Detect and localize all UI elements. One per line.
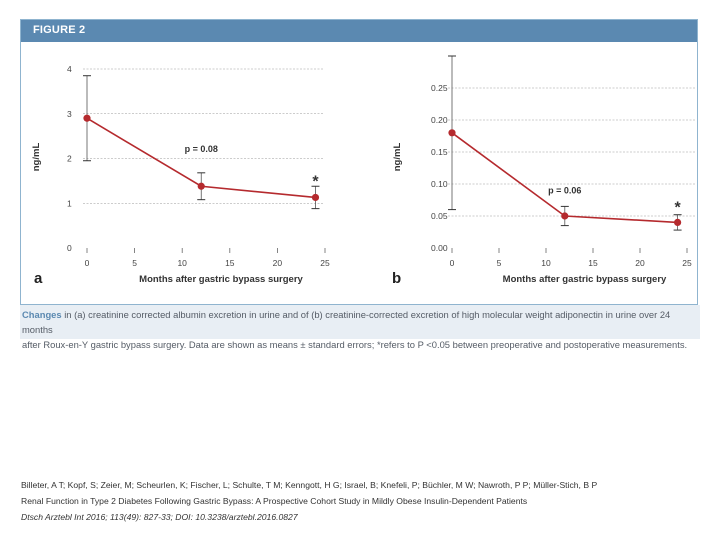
- y-tick-label: 0.25: [431, 83, 448, 93]
- caption-lead: Changes: [22, 309, 62, 320]
- significance-star: *: [312, 174, 319, 191]
- caption-line-1: in (a) creatinine corrected albumin excr…: [22, 309, 671, 335]
- x-tick-label: 0: [85, 258, 90, 268]
- y-tick-label: 0: [67, 243, 72, 253]
- panel-label: b: [392, 270, 401, 287]
- x-axis-label: Months after gastric bypass surgery: [139, 274, 303, 285]
- data-point: [448, 129, 456, 137]
- y-tick-label: 0.20: [431, 115, 448, 125]
- y-tick-label: 0.10: [431, 179, 448, 189]
- figure-panel: FIGURE 2 0 1 2 3 4 0 5 10 15 20 25 Months after gas…: [20, 19, 698, 305]
- y-axis-label: ng/mL: [31, 143, 42, 172]
- data-point: [311, 193, 320, 202]
- x-axis-label: Months after gastric bypass surgery: [503, 274, 667, 285]
- x-tick-label: 10: [177, 258, 187, 268]
- x-tick-label: 25: [682, 258, 692, 268]
- x-tick-label: 5: [497, 258, 502, 268]
- x-tick-label: 20: [273, 258, 283, 268]
- citation-block: Billeter, A T; Kopf, S; Zeier, M; Scheur…: [21, 477, 711, 525]
- y-axis-label: ng/mL: [392, 143, 403, 172]
- x-tick-label: 25: [320, 258, 330, 268]
- y-tick-label: 2: [67, 154, 72, 164]
- chart-a: 0 1 2 3 4 0 5 10 15 20 25 Months after gastric bypa…: [31, 64, 330, 287]
- y-tick-label: 0.00: [431, 243, 448, 253]
- p-value-label: p = 0.08: [185, 144, 218, 154]
- x-tick-label: 0: [450, 258, 455, 268]
- chart-b: 0.00 0.05 0.10 0.15 0.20 0.25 0 5 10 15 20 25 Months…: [392, 55, 695, 287]
- y-tick-label: 0.05: [431, 211, 448, 221]
- data-point: [674, 218, 682, 226]
- y-tick-label: 3: [67, 109, 72, 119]
- y-tick-label: 0.15: [431, 147, 448, 157]
- p-value-label: p = 0.06: [548, 186, 581, 196]
- figure-body: 0 1 2 3 4 0 5 10 15 20 25 Months after gastric bypa…: [21, 42, 697, 304]
- y-tick-label: 4: [67, 64, 72, 74]
- citation-authors: Billeter, A T; Kopf, S; Zeier, M; Scheur…: [21, 480, 598, 490]
- figure-title: FIGURE 2: [33, 24, 86, 36]
- significance-star: *: [674, 199, 681, 216]
- x-tick-label: 15: [225, 258, 235, 268]
- data-point: [83, 114, 91, 122]
- x-tick-label: 20: [635, 258, 645, 268]
- figure-header: FIGURE 2: [21, 20, 697, 42]
- x-tick-label: 5: [132, 258, 137, 268]
- x-tick-label: 15: [588, 258, 598, 268]
- data-point: [561, 212, 569, 220]
- data-point: [197, 182, 205, 190]
- y-tick-label: 1: [67, 198, 72, 208]
- caption-text: Changes in (a) creatinine corrected albu…: [22, 307, 698, 352]
- citation-journal: Dtsch Arztebl Int 2016; 113(49): 827-33;…: [21, 512, 298, 522]
- caption-line-2: after Roux-en-Y gastric bypass surgery. …: [22, 339, 688, 350]
- x-tick-label: 10: [541, 258, 551, 268]
- panel-label: a: [34, 270, 43, 287]
- citation-title: Renal Function in Type 2 Diabetes Follow…: [21, 496, 528, 506]
- figure-caption: Changes in (a) creatinine corrected albu…: [20, 305, 700, 350]
